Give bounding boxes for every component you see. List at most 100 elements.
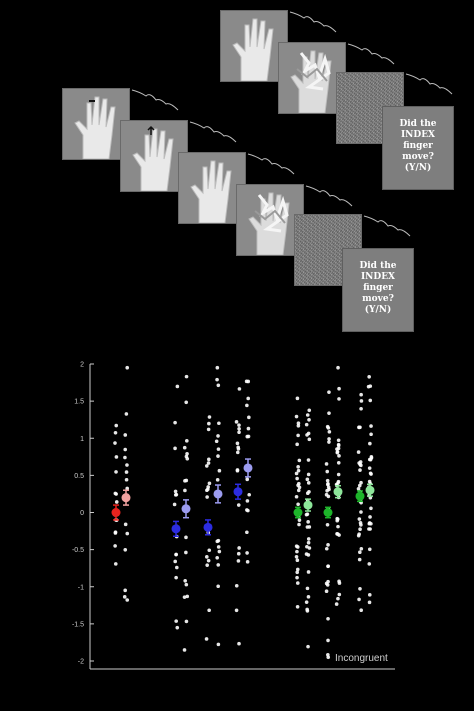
data-point — [205, 488, 209, 493]
data-point — [207, 421, 211, 426]
data-point — [307, 437, 312, 442]
data-point — [113, 441, 117, 445]
data-point — [306, 644, 310, 649]
data-point — [306, 553, 311, 557]
data-point — [324, 589, 329, 594]
mean-marker — [333, 487, 343, 497]
data-point — [337, 397, 341, 401]
question-text: INDEX — [400, 130, 436, 140]
data-point — [217, 549, 222, 554]
timing-squiggle-icon — [305, 185, 353, 207]
data-point — [295, 545, 300, 549]
data-point — [205, 495, 209, 499]
data-point — [215, 377, 219, 382]
data-point — [172, 502, 177, 507]
data-point — [215, 365, 220, 370]
data-point — [184, 400, 189, 405]
data-point — [182, 445, 187, 450]
data-point — [295, 605, 300, 609]
data-point — [124, 470, 129, 474]
data-point — [125, 486, 130, 491]
data-point — [216, 447, 221, 451]
data-point — [182, 595, 187, 599]
data-point — [359, 463, 363, 468]
hand-frame-lower-1 — [62, 88, 130, 160]
data-point — [235, 468, 240, 472]
data-point — [306, 570, 311, 574]
data-point — [336, 443, 341, 448]
hand-frame-lower-3 — [178, 152, 246, 224]
data-point — [216, 563, 221, 567]
data-point — [295, 581, 300, 585]
data-point — [324, 492, 329, 497]
data-point — [207, 457, 211, 462]
data-point — [336, 460, 341, 465]
data-point — [369, 432, 373, 437]
data-point — [113, 544, 117, 548]
data-point — [367, 600, 372, 605]
data-point — [367, 562, 372, 566]
data-point — [114, 500, 119, 504]
data-point — [215, 539, 220, 544]
data-point — [367, 593, 372, 597]
data-point — [296, 465, 300, 469]
data-point — [235, 450, 240, 455]
data-point — [367, 466, 372, 470]
mean-marker — [293, 508, 303, 517]
y-tick-label: -2 — [78, 659, 84, 666]
scrambled-hand-icon — [290, 50, 332, 113]
data-point — [205, 563, 209, 567]
data-point — [123, 547, 128, 552]
data-point — [359, 406, 363, 411]
data-point — [326, 616, 330, 621]
data-point — [306, 537, 311, 541]
data-point — [368, 441, 372, 446]
data-point — [297, 522, 301, 527]
hand-icon — [132, 125, 174, 191]
data-point — [125, 531, 130, 536]
data-point — [236, 503, 241, 507]
data-point — [246, 426, 251, 431]
data-point — [216, 584, 220, 589]
data-point — [306, 540, 311, 545]
data-point — [326, 579, 330, 584]
data-point — [113, 430, 118, 435]
data-point — [114, 423, 119, 428]
data-point — [305, 512, 310, 516]
data-point — [206, 427, 211, 432]
data-point — [216, 545, 221, 549]
data-point — [359, 510, 363, 514]
data-point — [294, 555, 299, 559]
data-point — [336, 365, 340, 370]
data-point — [359, 399, 364, 403]
data-point — [358, 550, 362, 555]
data-point — [335, 532, 340, 536]
data-point — [336, 596, 340, 601]
data-point — [358, 521, 363, 525]
data-point — [357, 532, 361, 536]
data-point — [113, 491, 118, 496]
data-point — [184, 619, 189, 624]
timing-squiggle-icon — [347, 43, 395, 65]
data-point — [326, 564, 330, 568]
question-box-upper: Did the INDEX finger move? (Y/N) — [382, 106, 454, 190]
data-point — [183, 488, 187, 493]
mean-marker — [243, 463, 253, 473]
data-point — [367, 374, 371, 379]
y-tick-label: -0.5 — [72, 547, 84, 554]
hand-icon — [74, 96, 116, 159]
data-point — [124, 412, 129, 416]
question-text: move? — [402, 152, 434, 162]
data-point — [326, 482, 330, 487]
data-point — [175, 565, 179, 570]
data-point — [125, 598, 130, 602]
data-point — [207, 481, 212, 486]
data-point — [296, 421, 301, 426]
data-point — [216, 383, 221, 388]
condition-label: Incongruent — [335, 653, 388, 664]
data-point — [173, 559, 178, 564]
data-point — [305, 433, 309, 437]
data-point — [359, 392, 363, 397]
y-tick-label: 2 — [80, 362, 84, 369]
data-point — [123, 588, 127, 593]
